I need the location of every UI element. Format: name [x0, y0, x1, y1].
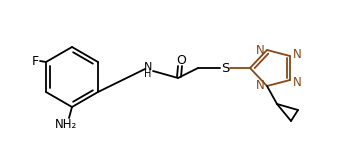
Text: NH₂: NH₂ — [55, 119, 77, 131]
Text: H: H — [144, 69, 152, 79]
Text: N: N — [293, 75, 301, 88]
Text: F: F — [32, 54, 38, 67]
Text: S: S — [221, 62, 229, 75]
Text: N: N — [144, 62, 152, 72]
Text: N: N — [256, 78, 264, 91]
Text: O: O — [176, 54, 186, 67]
Text: N: N — [293, 47, 301, 60]
Text: N: N — [256, 43, 264, 56]
